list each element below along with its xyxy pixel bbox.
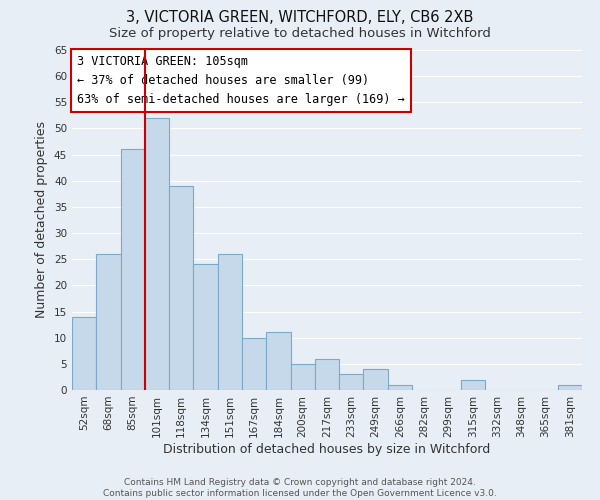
Bar [72, 317, 96, 390]
Bar [266, 332, 290, 390]
Bar [364, 369, 388, 390]
Bar [193, 264, 218, 390]
Bar [242, 338, 266, 390]
Bar [169, 186, 193, 390]
Bar [558, 385, 582, 390]
Bar [315, 358, 339, 390]
Text: Size of property relative to detached houses in Witchford: Size of property relative to detached ho… [109, 28, 491, 40]
Bar [145, 118, 169, 390]
Text: Contains HM Land Registry data © Crown copyright and database right 2024.
Contai: Contains HM Land Registry data © Crown c… [103, 478, 497, 498]
Bar [339, 374, 364, 390]
Bar [388, 385, 412, 390]
X-axis label: Distribution of detached houses by size in Witchford: Distribution of detached houses by size … [163, 442, 491, 456]
Text: 3 VICTORIA GREEN: 105sqm
← 37% of detached houses are smaller (99)
63% of semi-d: 3 VICTORIA GREEN: 105sqm ← 37% of detach… [77, 55, 405, 106]
Bar [96, 254, 121, 390]
Y-axis label: Number of detached properties: Number of detached properties [35, 122, 49, 318]
Bar [121, 150, 145, 390]
Bar [218, 254, 242, 390]
Bar [290, 364, 315, 390]
Bar [461, 380, 485, 390]
Text: 3, VICTORIA GREEN, WITCHFORD, ELY, CB6 2XB: 3, VICTORIA GREEN, WITCHFORD, ELY, CB6 2… [127, 10, 473, 25]
